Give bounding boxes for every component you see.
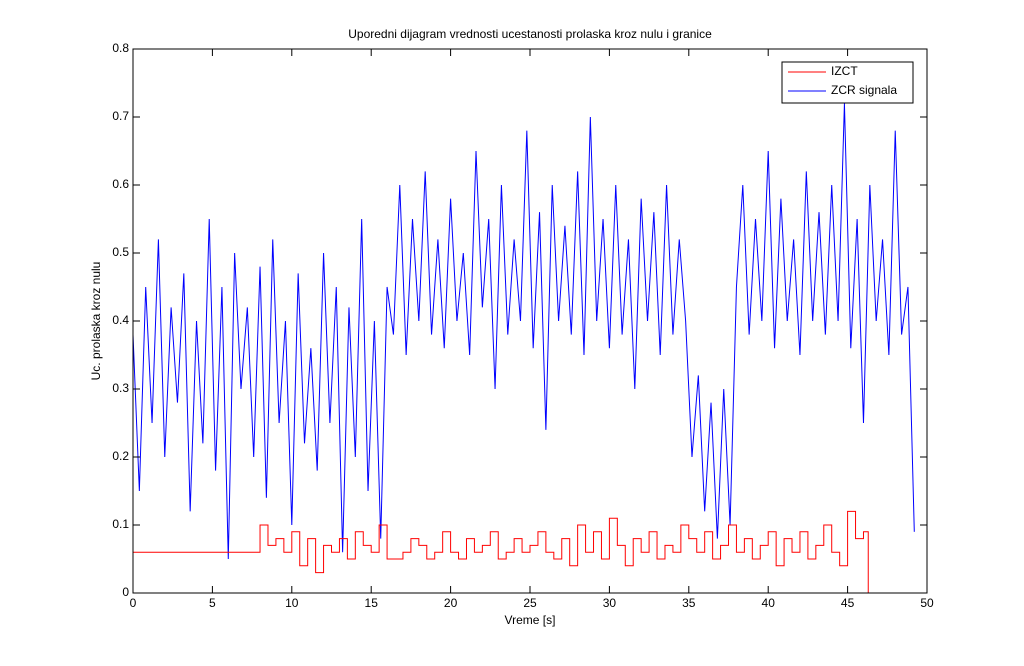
y-tick-label: 0.5 xyxy=(112,245,129,259)
x-tick-label: 25 xyxy=(523,596,537,610)
legend-label: IZCT xyxy=(831,64,858,78)
data-line xyxy=(132,103,915,560)
x-tick-label: 45 xyxy=(841,596,855,610)
legend-label: ZCR signala xyxy=(831,83,897,97)
y-tick-label: 0.2 xyxy=(112,449,129,463)
y-tick-label: 0.7 xyxy=(112,109,129,123)
x-tick-label: 35 xyxy=(682,596,696,610)
x-axis-label: Vreme [s] xyxy=(505,613,556,627)
x-tick-label: 0 xyxy=(130,596,137,610)
y-tick-label: 0.6 xyxy=(112,177,129,191)
x-tick-label: 5 xyxy=(209,596,216,610)
plot-area xyxy=(133,49,927,593)
x-tick-label: 30 xyxy=(603,596,617,610)
x-tick-label: 15 xyxy=(365,596,379,610)
chart-title: Uporedni dijagram vrednosti ucestanosti … xyxy=(348,27,712,41)
x-tick-label: 10 xyxy=(285,596,299,610)
x-tick-label: 40 xyxy=(762,596,776,610)
y-tick-label: 0.3 xyxy=(112,381,129,395)
data-line xyxy=(133,510,869,593)
y-tick-label: 0.1 xyxy=(112,517,129,531)
x-tick-label: 50 xyxy=(920,596,934,610)
y-tick-label: 0.4 xyxy=(112,313,129,327)
y-tick-label: 0 xyxy=(122,585,129,599)
legend-box xyxy=(781,61,914,104)
x-tick-label: 20 xyxy=(444,596,458,610)
y-axis-label: Uc. prolaska kroz nulu xyxy=(89,262,103,381)
y-tick-label: 0.8 xyxy=(112,41,129,55)
